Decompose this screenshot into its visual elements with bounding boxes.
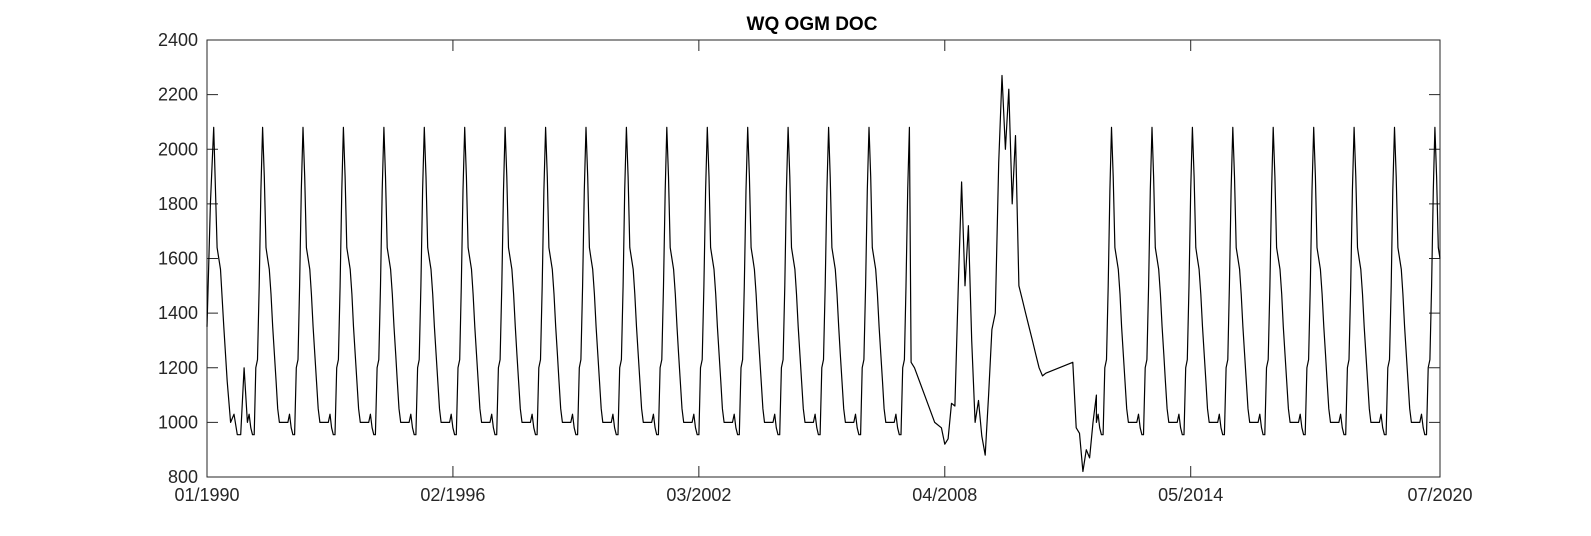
y-tick-label: 1600 — [158, 249, 198, 269]
plot-area — [206, 39, 1441, 478]
series-line — [206, 74, 1441, 473]
y-tick-label: 800 — [168, 467, 198, 487]
y-tick-label: 1200 — [158, 358, 198, 378]
y-tick-label: 1400 — [158, 303, 198, 323]
series-layer — [206, 74, 1441, 473]
axis-ticks: 800 1000 1200 1400 1600 1800 2000 2200 2400 01/19… — [158, 30, 1473, 505]
y-tick-label: 1800 — [158, 194, 198, 214]
y-tick-label: 2000 — [158, 139, 198, 159]
x-tick-label: 05/2014 — [1158, 485, 1223, 505]
x-tick-label: 07/2020 — [1407, 485, 1472, 505]
y-tick-label: 2400 — [158, 30, 198, 50]
x-tick-label: 03/2002 — [666, 485, 731, 505]
y-tick-label: 1000 — [158, 412, 198, 432]
y-tick-label: 2200 — [158, 85, 198, 105]
chart-title: WQ OGM DOC — [747, 14, 878, 35]
x-tick-label: 01/1990 — [174, 485, 239, 505]
x-tick-label: 02/1996 — [420, 485, 485, 505]
x-tick-label: 04/2008 — [912, 485, 977, 505]
plot-frame — [206, 39, 1441, 478]
